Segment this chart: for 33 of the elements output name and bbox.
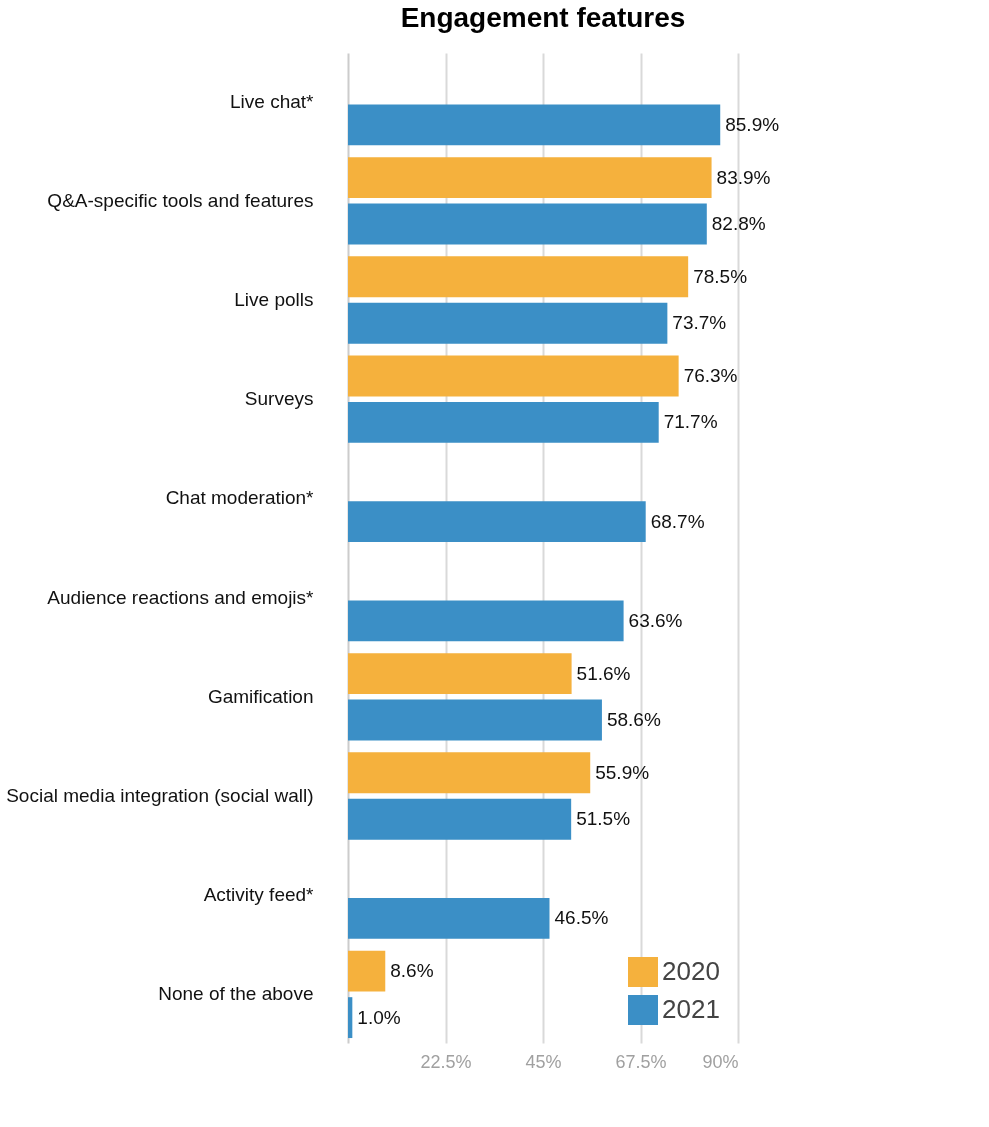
chart-title: Engagement features	[400, 2, 686, 33]
legend-label: 2020	[662, 956, 720, 986]
y-tick-label: Live polls	[234, 289, 314, 310]
legend-label: 2021	[662, 994, 720, 1024]
data-label: 76.3%	[683, 364, 738, 386]
data-label: 1.0%	[357, 1006, 401, 1028]
data-label: 71.7%	[663, 411, 718, 433]
data-label: 51.5%	[576, 808, 631, 830]
y-tick-label: None of the above	[158, 983, 314, 1005]
data-label: 63.6%	[628, 609, 683, 631]
y-tick-label: Surveys	[244, 388, 314, 410]
y-tick-label: Audience reactions and emojis*	[47, 586, 315, 608]
y-tick-label: Live chat*	[230, 90, 315, 112]
x-tick-label: 67.5%	[615, 1051, 667, 1072]
y-tick-label: Q&A-specific tools and features	[47, 189, 314, 211]
data-label: 82.8%	[711, 213, 766, 235]
y-tick-label: Gamification	[207, 685, 314, 707]
x-tick-label: 45%	[525, 1051, 562, 1072]
data-label: 51.6%	[576, 662, 631, 684]
data-label: 8.6%	[390, 960, 434, 982]
y-tick-label: Activity feed*	[203, 884, 315, 906]
x-tick-label: 22.5%	[420, 1051, 472, 1072]
data-label: 78.5%	[693, 265, 748, 287]
data-label: 55.9%	[595, 761, 650, 783]
y-tick-label: Social media integration (social wall)	[6, 785, 314, 806]
y-tick-label: Chat moderation*	[165, 487, 315, 509]
data-label: 58.6%	[606, 709, 661, 731]
data-label: 85.9%	[725, 113, 780, 135]
data-label: 83.9%	[716, 166, 771, 188]
data-label: 46.5%	[554, 907, 609, 929]
x-tick-label: 90%	[702, 1051, 739, 1072]
data-label: 68.7%	[650, 510, 705, 532]
data-label: 73.7%	[672, 312, 727, 334]
